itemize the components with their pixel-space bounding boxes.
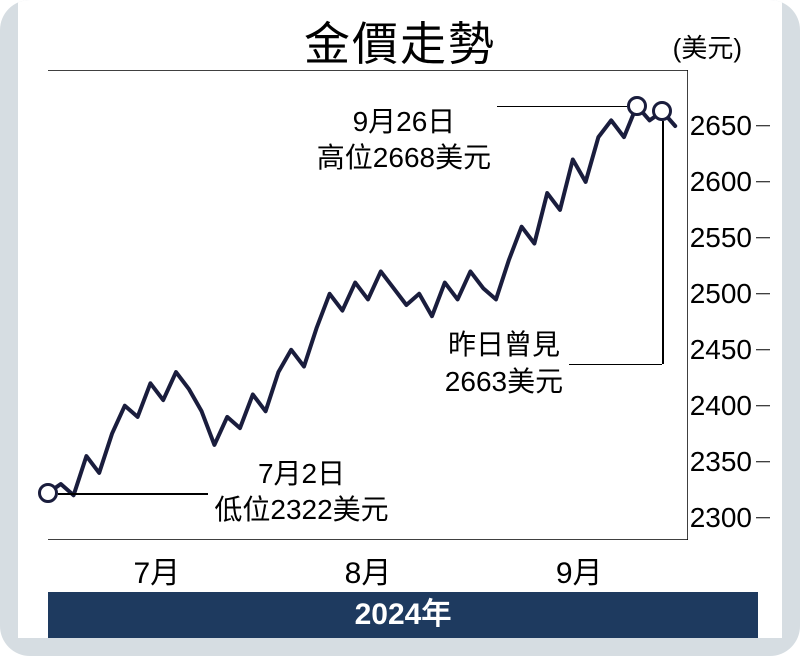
annotation-low: 7月2日低位2322美元 xyxy=(214,456,388,529)
y-tick-mark xyxy=(756,405,770,407)
y-tick-mark xyxy=(756,181,770,183)
annotation-line1: 7月2日 xyxy=(214,456,388,492)
x-month-label: 9月 xyxy=(556,548,603,592)
y-tick-label: 2450 xyxy=(662,334,752,366)
chart-plot-area: 9月26日高位2668美元7月2日低位2322美元昨日曾見2663美元 xyxy=(48,70,688,540)
annotation-leader xyxy=(569,364,663,366)
chart-container: 金價走勢 (美元) 9月26日高位2668美元7月2日低位2322美元昨日曾見2… xyxy=(0,0,800,656)
annotation-leader xyxy=(497,106,627,108)
data-marker xyxy=(627,96,647,116)
x-month-label: 8月 xyxy=(345,548,392,592)
y-tick-label: 2400 xyxy=(662,390,752,422)
y-tick-mark xyxy=(756,349,770,351)
unit-label: (美元) xyxy=(673,28,742,65)
x-month-label: 7月 xyxy=(133,548,180,592)
y-tick-label: 2600 xyxy=(662,166,752,198)
annotation-line2: 高位2668美元 xyxy=(317,140,491,176)
y-tick-label: 2300 xyxy=(662,502,752,534)
annotation-yesterday: 昨日曾見2663美元 xyxy=(445,327,563,400)
data-marker xyxy=(38,483,58,503)
annotation-high: 9月26日高位2668美元 xyxy=(317,104,491,177)
y-tick-mark xyxy=(756,125,770,127)
y-tick-mark xyxy=(756,461,770,463)
annotation-line2: 低位2322美元 xyxy=(214,492,388,528)
annotation-line1: 9月26日 xyxy=(317,104,491,140)
chart-inner: 金價走勢 (美元) 9月26日高位2668美元7月2日低位2322美元昨日曾見2… xyxy=(18,0,782,638)
y-axis-labels: 2300 2350 2400 2450 2500 2550 2600 2650 xyxy=(662,70,752,540)
y-tick-mark xyxy=(756,237,770,239)
x-axis-labels: 7月8月9月 xyxy=(48,548,688,588)
y-tick-label: 2550 xyxy=(662,222,752,254)
y-tick-mark xyxy=(756,517,770,519)
y-tick-label: 2500 xyxy=(662,278,752,310)
y-tick-label: 2650 xyxy=(662,110,752,142)
annotation-line2: 2663美元 xyxy=(445,364,563,400)
y-tick-label: 2350 xyxy=(662,446,752,478)
annotation-leader xyxy=(58,493,208,495)
chart-title: 金價走勢 xyxy=(18,8,782,74)
annotation-line1: 昨日曾見 xyxy=(445,327,563,363)
y-tick-mark xyxy=(756,293,770,295)
year-bar: 2024年 xyxy=(48,592,758,638)
